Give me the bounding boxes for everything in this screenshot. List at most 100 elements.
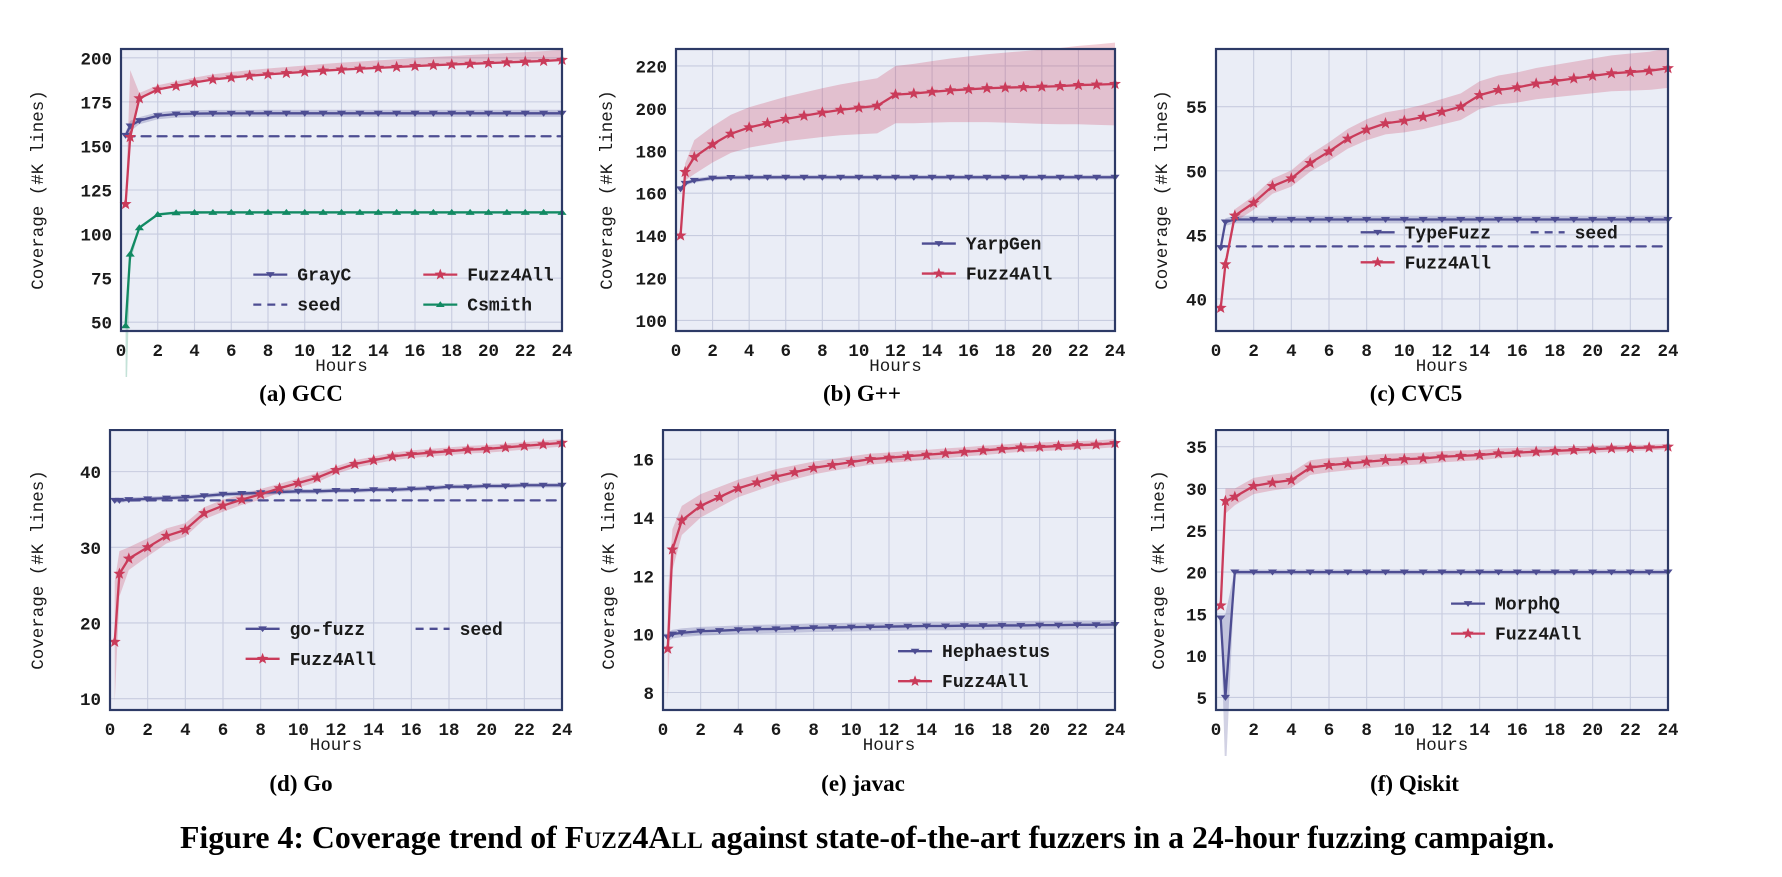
- svg-text:20: 20: [1582, 721, 1603, 741]
- svg-text:24: 24: [551, 721, 572, 741]
- svg-text:14: 14: [368, 342, 389, 362]
- svg-text:Coverage (#K lines): Coverage (#K lines): [29, 470, 49, 670]
- svg-text:seed: seed: [1575, 224, 1618, 244]
- svg-text:Hours: Hours: [869, 357, 922, 377]
- svg-text:22: 22: [1067, 721, 1088, 741]
- svg-text:14: 14: [633, 510, 654, 530]
- svg-text:Coverage (#K lines): Coverage (#K lines): [598, 90, 618, 290]
- svg-text:4: 4: [744, 342, 755, 362]
- svg-text:0: 0: [1211, 342, 1222, 362]
- svg-text:GrayC: GrayC: [297, 267, 351, 287]
- svg-text:Fuzz4All: Fuzz4All: [966, 266, 1053, 286]
- svg-text:20: 20: [80, 615, 101, 635]
- svg-text:Fuzz4All: Fuzz4All: [1495, 626, 1582, 646]
- svg-text:4: 4: [180, 721, 191, 741]
- svg-text:4: 4: [1286, 342, 1297, 362]
- svg-text:20: 20: [476, 721, 497, 741]
- svg-text:30: 30: [80, 540, 101, 560]
- svg-text:120: 120: [635, 270, 667, 290]
- svg-text:seed: seed: [297, 297, 340, 317]
- svg-text:22: 22: [1620, 721, 1641, 741]
- svg-text:18: 18: [1544, 342, 1565, 362]
- svg-text:160: 160: [635, 186, 667, 206]
- svg-text:10: 10: [1394, 721, 1415, 741]
- svg-text:14: 14: [1469, 721, 1490, 741]
- svg-text:8: 8: [1361, 342, 1372, 362]
- svg-text:24: 24: [1104, 721, 1125, 741]
- svg-text:4: 4: [733, 721, 744, 741]
- svg-text:14: 14: [916, 721, 937, 741]
- svg-text:16: 16: [958, 342, 979, 362]
- svg-text:18: 18: [438, 721, 459, 741]
- svg-text:14: 14: [363, 721, 384, 741]
- svg-text:10: 10: [633, 627, 654, 647]
- svg-text:Hours: Hours: [863, 736, 916, 756]
- svg-text:Coverage (#K lines): Coverage (#K lines): [1153, 90, 1173, 290]
- svg-text:16: 16: [401, 721, 422, 741]
- svg-text:150: 150: [80, 138, 112, 158]
- svg-text:6: 6: [218, 721, 229, 741]
- svg-text:20: 20: [1582, 342, 1603, 362]
- svg-text:20: 20: [478, 342, 499, 362]
- svg-text:2: 2: [142, 721, 153, 741]
- svg-text:25: 25: [1186, 523, 1207, 543]
- svg-text:Fuzz4All: Fuzz4All: [1405, 254, 1492, 274]
- svg-text:YarpGen: YarpGen: [966, 236, 1042, 256]
- svg-text:18: 18: [995, 342, 1016, 362]
- svg-text:200: 200: [635, 101, 667, 121]
- svg-text:40: 40: [80, 464, 101, 484]
- svg-text:8: 8: [255, 721, 266, 741]
- svg-text:4: 4: [189, 342, 200, 362]
- svg-text:18: 18: [1544, 721, 1565, 741]
- svg-text:15: 15: [1186, 606, 1207, 626]
- svg-text:35: 35: [1186, 439, 1207, 459]
- svg-text:2: 2: [152, 342, 163, 362]
- svg-text:140: 140: [635, 228, 667, 248]
- svg-text:6: 6: [771, 721, 782, 741]
- svg-text:Hephaestus: Hephaestus: [942, 643, 1050, 663]
- svg-text:175: 175: [80, 94, 112, 114]
- svg-text:10: 10: [294, 342, 315, 362]
- svg-text:10: 10: [80, 691, 101, 711]
- svg-text:Fuzz4All: Fuzz4All: [290, 651, 377, 671]
- svg-text:22: 22: [1620, 342, 1641, 362]
- svg-text:14: 14: [1469, 342, 1490, 362]
- svg-text:12: 12: [633, 568, 654, 588]
- svg-text:Fuzz4All: Fuzz4All: [942, 673, 1029, 693]
- svg-text:8: 8: [817, 342, 828, 362]
- svg-text:22: 22: [1068, 342, 1089, 362]
- svg-text:8: 8: [1361, 721, 1372, 741]
- svg-text:45: 45: [1186, 227, 1207, 247]
- svg-text:0: 0: [105, 721, 116, 741]
- svg-text:6: 6: [1324, 721, 1335, 741]
- svg-text:24: 24: [1104, 342, 1125, 362]
- svg-text:Coverage (#K lines): Coverage (#K lines): [1150, 470, 1170, 670]
- svg-text:go-fuzz: go-fuzz: [290, 621, 366, 641]
- svg-text:18: 18: [441, 342, 462, 362]
- svg-text:125: 125: [80, 183, 112, 203]
- svg-text:MorphQ: MorphQ: [1495, 596, 1560, 616]
- svg-text:10: 10: [1186, 648, 1207, 668]
- svg-text:40: 40: [1186, 291, 1207, 311]
- svg-text:16: 16: [1507, 342, 1528, 362]
- svg-text:Csmith: Csmith: [467, 297, 532, 317]
- svg-text:20: 20: [1031, 342, 1052, 362]
- svg-text:Hours: Hours: [315, 357, 368, 377]
- svg-text:24: 24: [1657, 721, 1678, 741]
- svg-text:16: 16: [633, 452, 654, 472]
- svg-text:180: 180: [635, 143, 667, 163]
- svg-text:6: 6: [780, 342, 791, 362]
- svg-text:Fuzz4All: Fuzz4All: [467, 267, 554, 287]
- svg-text:10: 10: [1394, 342, 1415, 362]
- svg-text:100: 100: [80, 227, 112, 247]
- svg-text:5: 5: [1196, 690, 1207, 710]
- svg-text:8: 8: [263, 342, 274, 362]
- svg-text:50: 50: [1186, 163, 1207, 183]
- svg-text:20: 20: [1029, 721, 1050, 741]
- svg-text:30: 30: [1186, 481, 1207, 501]
- svg-text:2: 2: [1248, 342, 1259, 362]
- svg-text:6: 6: [1324, 342, 1335, 362]
- svg-text:Coverage (#K lines): Coverage (#K lines): [600, 470, 620, 670]
- svg-text:16: 16: [404, 342, 425, 362]
- svg-text:0: 0: [116, 342, 127, 362]
